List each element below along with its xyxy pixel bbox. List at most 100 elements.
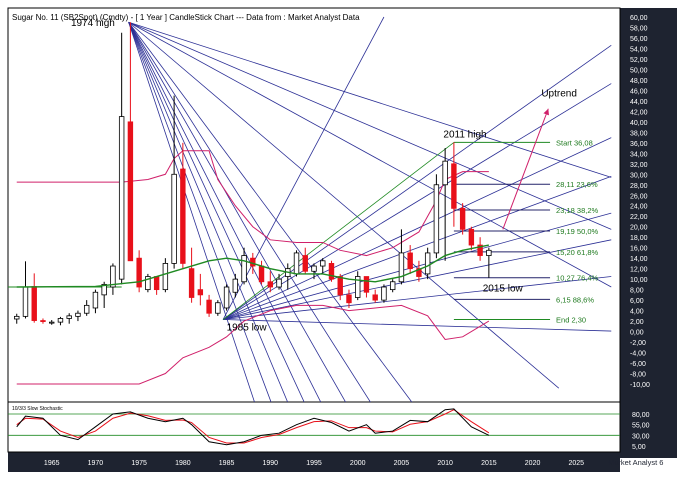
candle-body-2005 <box>398 252 405 283</box>
candle-body-1969 <box>83 304 90 314</box>
candle-body-1961 <box>14 315 20 320</box>
upper-envelope-line <box>16 150 489 257</box>
candle-body-1967 <box>66 315 72 319</box>
annotation-label-0: 1974 high <box>71 18 115 29</box>
candle-body-1968 <box>75 312 81 317</box>
fib-level-label-7: End 2,30 <box>556 316 586 325</box>
candle-body-1975 <box>136 257 142 288</box>
fan-line-1985-5 <box>222 239 612 320</box>
candle-body-1964 <box>40 320 46 322</box>
candle-body-1990 <box>267 281 273 288</box>
x-tick-label-2: 1975 <box>131 460 147 467</box>
candle-body-2012 <box>459 207 466 230</box>
candle-body-1988 <box>250 257 256 267</box>
x-tick-label-5: 1990 <box>262 460 278 467</box>
green-trend-line <box>222 142 455 320</box>
y-tick-label-33: -6,00 <box>630 361 646 368</box>
fib-level-label-0: Start 36,08 <box>556 138 593 147</box>
candle-body-1982 <box>197 289 204 296</box>
fib-level-label-1: 28,11 23,6% <box>556 180 598 189</box>
candle-body-2008 <box>424 252 431 275</box>
y-tick-label-14: 32,00 <box>630 162 648 169</box>
candle-body-1974 <box>127 121 134 262</box>
candle-body-2000 <box>355 276 361 298</box>
stochastic-tick-label-1: 55,00 <box>632 423 650 430</box>
y-tick-label-16: 28,00 <box>630 183 648 190</box>
fan-line-1974-9 <box>128 21 612 178</box>
y-tick-label-23: 14,00 <box>630 256 648 263</box>
candle-body-1999 <box>346 294 352 304</box>
fan-lines <box>128 16 612 402</box>
candle-body-2014 <box>477 244 483 256</box>
stochastic-panel <box>8 408 620 446</box>
stochastic-title: 10/3/3 Slow Stochastic <box>12 406 63 412</box>
candle-body-1972 <box>110 265 116 288</box>
x-axis-panel <box>8 452 620 472</box>
y-tick-label-21: 18,00 <box>630 235 648 242</box>
candle-body-1980 <box>180 168 186 264</box>
y-tick-label-13: 34,00 <box>630 151 648 158</box>
candle-body-1976 <box>145 276 151 291</box>
candle-body-1997 <box>328 263 335 280</box>
y-tick-label-31: -2,00 <box>630 340 646 347</box>
candle-body-1984 <box>215 302 221 314</box>
fib-retracement: Start 36,08 28,11 23,6% 23,18 38,2% 19,19 5… <box>453 138 599 325</box>
candle-body-1979 <box>171 173 177 264</box>
chart-title: Sugar No. 11 (SB2Spot) (Cmdty) - [ 1 Yea… <box>12 13 360 22</box>
candle-body-1983 <box>206 299 212 314</box>
lower-envelope-line <box>16 304 490 385</box>
y-tick-label-2: 56,00 <box>630 36 648 43</box>
y-tick-label-18: 24,00 <box>630 204 648 211</box>
stochastic-k-line <box>16 408 490 446</box>
candle-body-2011 <box>451 163 457 209</box>
annotation-label-3: 2015 low <box>483 284 524 295</box>
y-tick-label-5: 50,00 <box>630 67 648 74</box>
x-tick-label-1: 1970 <box>88 460 104 467</box>
y-tick-label-7: 46,00 <box>630 88 648 95</box>
candle-body-1996 <box>320 260 326 267</box>
candle-body-2015 <box>486 249 492 256</box>
candle-body-2003 <box>381 286 387 301</box>
y-tick-label-12: 36,00 <box>630 141 648 148</box>
y-tick-label-11: 38,00 <box>630 130 648 137</box>
fan-line-1974-10 <box>128 21 612 230</box>
fib-level-label-6: 6,15 88,6% <box>556 295 594 304</box>
y-tick-label-22: 16,00 <box>630 246 648 253</box>
x-tick-label-8: 2005 <box>394 460 410 467</box>
y-tick-label-27: 6,00 <box>630 298 644 305</box>
candle-body-1985 <box>223 286 230 309</box>
candle-body-1978 <box>162 263 169 291</box>
x-tick-label-9: 2010 <box>437 460 453 467</box>
candle-body-1962 <box>22 286 29 317</box>
uptrend-arrow <box>502 108 549 230</box>
candle-body-1993 <box>293 252 300 275</box>
x-tick-label-7: 2000 <box>350 460 366 467</box>
candle-body-1963 <box>31 286 37 321</box>
fan-line-1985-7 <box>222 16 385 320</box>
candle-body-2007 <box>416 268 422 277</box>
fan-line-1985-3 <box>222 176 612 320</box>
fib-level-label-3: 19,19 50,0% <box>556 227 598 236</box>
y-tick-label-32: -4,00 <box>630 351 646 358</box>
y-tick-label-15: 30,00 <box>630 172 648 179</box>
candle-body-2001 <box>363 276 370 293</box>
candle-body-1977 <box>153 276 160 291</box>
stochastic-d-line <box>16 409 490 444</box>
fan-line-1974-4 <box>128 22 322 402</box>
y-tick-label-19: 22,00 <box>630 214 648 221</box>
y-tick-label-20: 20,00 <box>630 225 648 232</box>
x-tick-label-11: 2020 <box>525 460 541 467</box>
candle-body-2004 <box>389 281 396 291</box>
candle-body-1966 <box>57 318 64 323</box>
y-tick-label-8: 44,00 <box>630 99 648 106</box>
y-tick-label-26: 8,00 <box>630 288 644 295</box>
x-tick-label-12: 2025 <box>568 460 584 467</box>
annotation-label-1: 1985 low <box>227 323 268 334</box>
y-tick-label-0: 60,00 <box>630 15 648 22</box>
candle-body-1971 <box>101 283 107 296</box>
y-tick-label-9: 42,00 <box>630 109 648 116</box>
x-tick-label-3: 1980 <box>175 460 191 467</box>
y-tick-label-4: 52,00 <box>630 57 648 64</box>
